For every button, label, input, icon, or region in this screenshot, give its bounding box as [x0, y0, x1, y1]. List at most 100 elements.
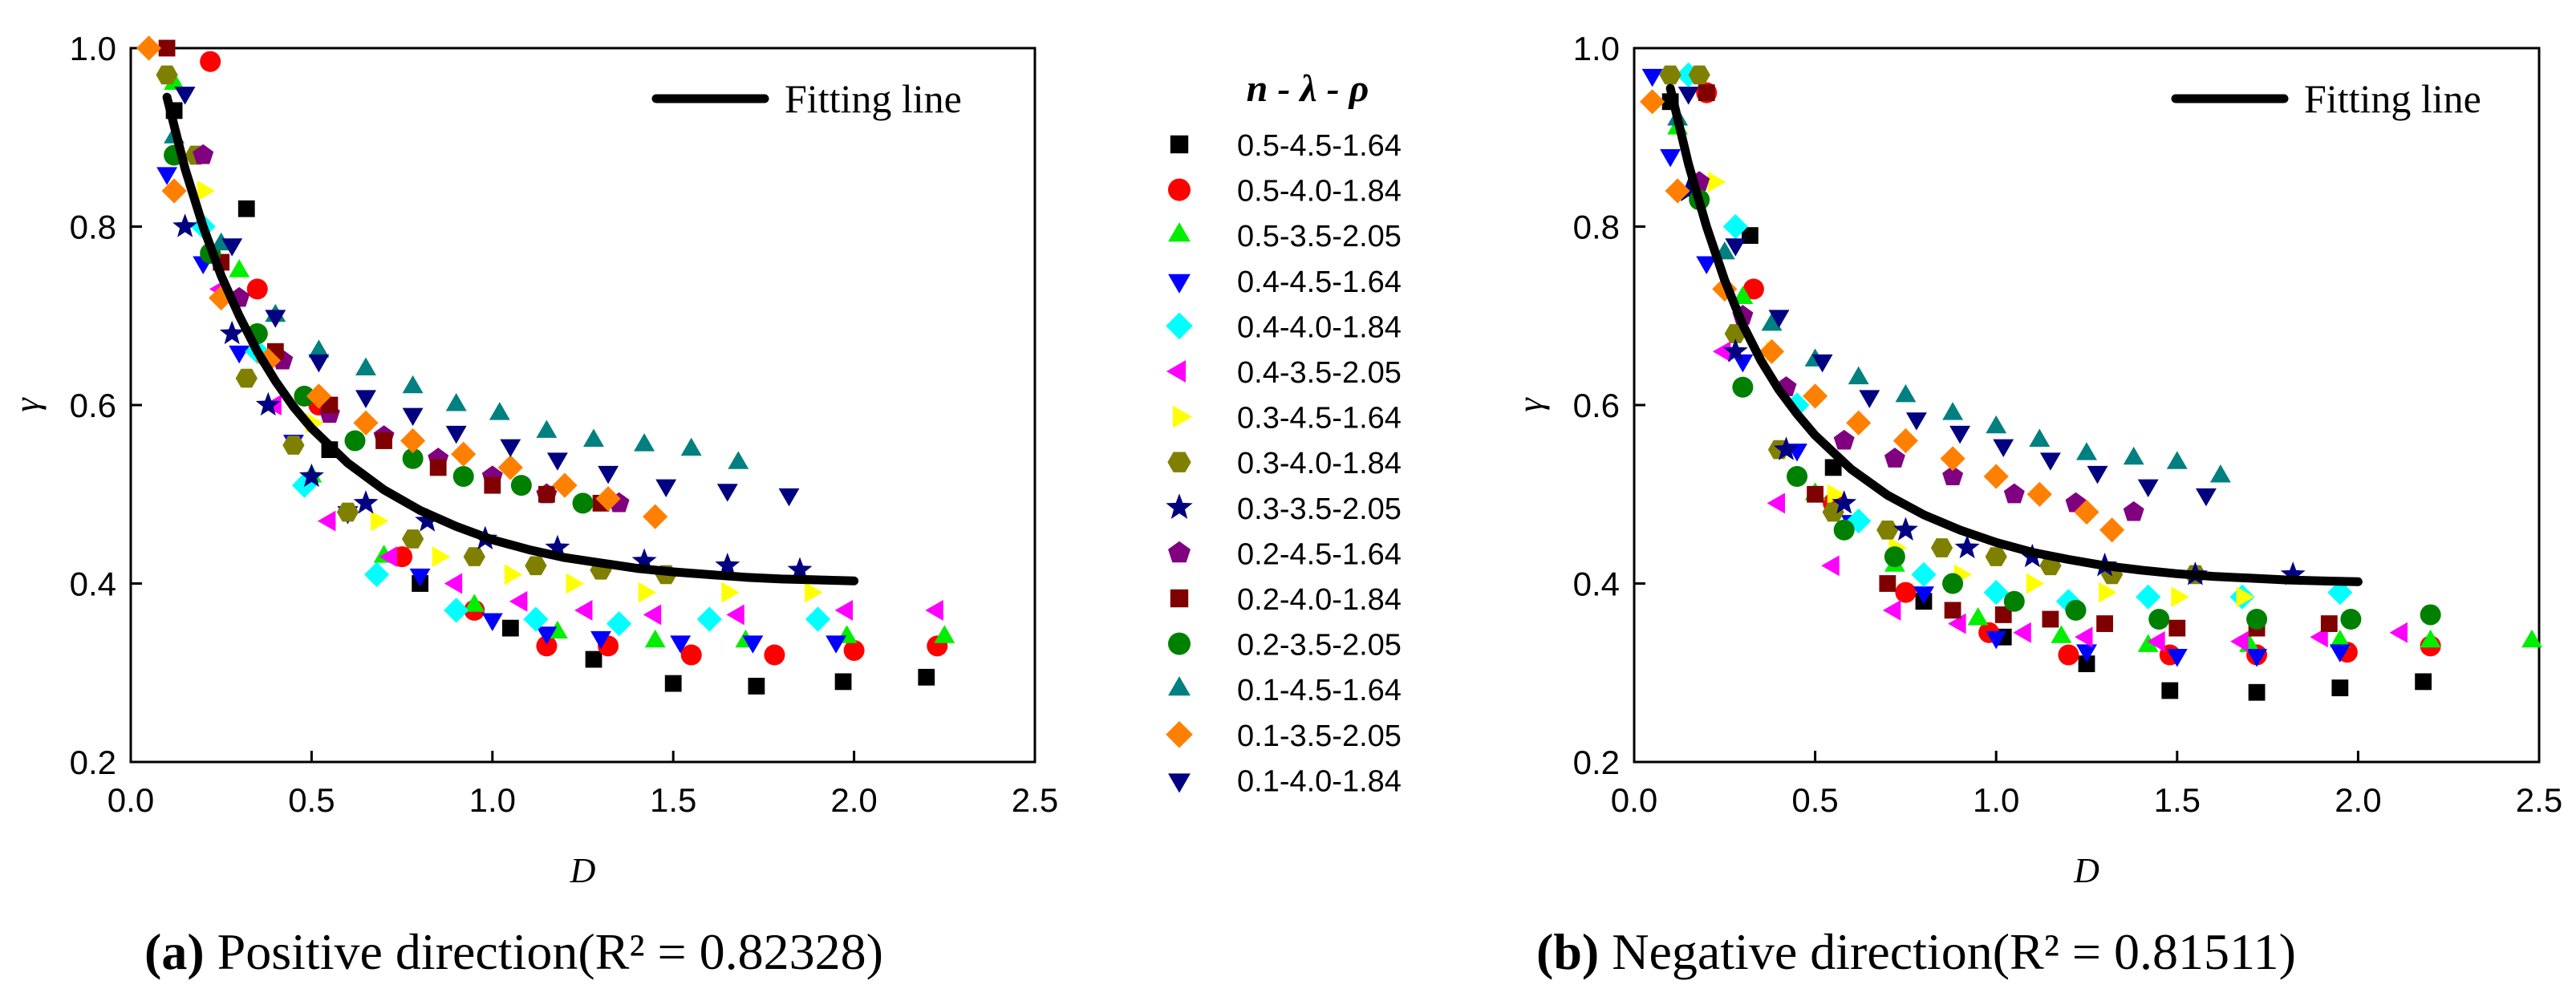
data-point — [1821, 555, 1840, 577]
data-point — [158, 39, 176, 57]
data-point — [464, 594, 485, 612]
data-point — [294, 385, 315, 407]
series-b-5 — [1676, 62, 2353, 614]
data-point — [2230, 630, 2249, 652]
x-tick-label-b: 2.5 — [2516, 781, 2562, 819]
legend-label: 0.2-4.0-1.84 — [1237, 583, 1402, 617]
data-point — [209, 285, 234, 311]
data-point — [1940, 446, 1965, 472]
data-point — [2026, 481, 2052, 507]
data-point — [655, 479, 677, 498]
x-tick-label-a: 2.5 — [1012, 781, 1058, 819]
data-point — [1954, 534, 1980, 559]
legend-label: 0.3-4.0-1.84 — [1237, 447, 1402, 480]
fitting-line-b — [1665, 83, 2363, 586]
y-tick-label-a: 1.0 — [70, 30, 116, 67]
data-point — [2166, 649, 2188, 667]
legend-item: 0.3-3.5-2.05 — [1166, 492, 1402, 526]
data-point — [401, 529, 424, 549]
series-b-15 — [1677, 87, 2217, 507]
fitting-line-a — [162, 92, 859, 586]
data-point — [2168, 619, 2186, 637]
data-point — [1985, 547, 2007, 566]
legend-label: 0.3-4.5-1.64 — [1237, 402, 1402, 436]
series-a-11 — [158, 39, 610, 512]
data-point — [1665, 178, 1690, 204]
data-point — [1698, 84, 1715, 102]
series-a-7 — [197, 180, 823, 603]
data-point — [1884, 546, 1905, 568]
data-point — [1859, 390, 1880, 408]
caption-b-tag: (b) — [1536, 923, 1600, 980]
data-point — [246, 278, 268, 300]
data-point — [538, 485, 555, 503]
data-point — [172, 213, 198, 237]
data-point — [644, 629, 666, 648]
data-point — [371, 510, 389, 532]
data-point — [500, 439, 521, 458]
data-point — [1787, 466, 1808, 487]
y-tick-label-b: 0.6 — [1573, 387, 1620, 424]
data-point — [2078, 655, 2095, 673]
data-point — [1942, 573, 1964, 594]
legend-label: 0.5-4.0-1.84 — [1237, 175, 1402, 209]
series-a-15 — [174, 87, 800, 507]
data-point — [2065, 599, 2087, 621]
fitting-line-key-label-b: Fitting line — [2304, 76, 2481, 121]
y-tick-label-a: 0.2 — [70, 744, 116, 781]
caption-a-text: Positive direction(R² = 0.82328) — [204, 923, 883, 980]
legend-item: 0.4-3.5-2.05 — [1166, 356, 1402, 390]
data-point — [2420, 604, 2441, 626]
data-point — [2096, 615, 2113, 632]
data-point — [1882, 599, 1901, 621]
series-b-13 — [1667, 107, 2231, 483]
data-point — [197, 180, 216, 201]
data-point — [598, 465, 619, 484]
legend-title: n - λ - ρ — [1247, 67, 1369, 110]
x-tick-label-b: 0.5 — [1791, 781, 1838, 819]
data-point — [452, 466, 474, 487]
data-point — [306, 383, 331, 409]
data-point — [1824, 459, 1842, 476]
x-tick-label-a: 0.5 — [288, 781, 335, 819]
data-point — [353, 490, 379, 514]
data-point — [1892, 517, 1918, 541]
data-point — [355, 390, 376, 408]
data-point — [504, 564, 523, 586]
data-point — [843, 639, 865, 661]
data-point — [716, 484, 738, 502]
data-point — [721, 582, 740, 603]
data-point — [308, 339, 330, 358]
data-point — [2003, 483, 2025, 504]
legend-label: 0.1-4.5-1.64 — [1237, 674, 1402, 707]
data-point — [1879, 575, 1897, 592]
data-point — [2248, 683, 2266, 701]
data-point — [308, 354, 330, 373]
data-point — [363, 561, 390, 587]
data-point — [2236, 586, 2254, 608]
data-point — [2415, 673, 2432, 691]
caption-b: (b) Negative direction(R² = 0.81511) — [1536, 922, 2296, 982]
data-point — [2148, 609, 2170, 630]
data-point — [237, 200, 255, 217]
data-point — [265, 310, 286, 328]
series-b-6 — [1712, 341, 2408, 652]
data-point — [1640, 89, 1665, 115]
data-point — [1768, 310, 1790, 328]
data-point — [546, 452, 568, 471]
caption-a-tag: (a) — [144, 923, 205, 980]
data-point — [1930, 538, 1953, 557]
data-point — [1993, 439, 2014, 458]
series-b-11 — [1698, 84, 2338, 637]
legend-item: 0.5-4.0-1.84 — [1168, 175, 1402, 209]
series-b-1 — [1661, 93, 2432, 701]
data-point — [2076, 442, 2097, 460]
data-point — [1846, 509, 1872, 534]
legend-label: 0.3-3.5-2.05 — [1237, 492, 1402, 526]
data-point — [317, 510, 336, 532]
data-point — [298, 463, 324, 488]
data-point — [2074, 499, 2099, 525]
data-point — [415, 508, 440, 532]
data-point — [595, 486, 621, 512]
